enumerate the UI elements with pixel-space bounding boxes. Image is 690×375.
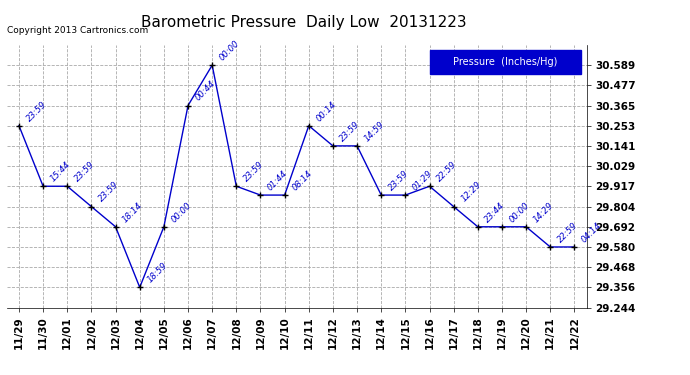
Text: 00:00: 00:00: [508, 200, 531, 224]
Text: 15:44: 15:44: [49, 160, 72, 183]
Text: Pressure  (Inches/Hg): Pressure (Inches/Hg): [453, 57, 558, 67]
Text: 23:59: 23:59: [73, 160, 97, 183]
Text: 23:44: 23:44: [484, 200, 507, 224]
Text: 14:29: 14:29: [532, 200, 555, 224]
Text: 23:59: 23:59: [97, 180, 121, 204]
Text: 23:59: 23:59: [387, 169, 411, 192]
Text: 22:59: 22:59: [556, 220, 580, 244]
Text: 23:59: 23:59: [25, 99, 48, 123]
Text: 01:44: 01:44: [266, 169, 290, 192]
Text: 00:00: 00:00: [170, 200, 193, 224]
Text: 04:14: 04:14: [580, 220, 604, 244]
Text: Copyright 2013 Cartronics.com: Copyright 2013 Cartronics.com: [7, 26, 148, 35]
Text: 14:59: 14:59: [363, 120, 386, 143]
Text: 23:59: 23:59: [339, 120, 362, 143]
Text: 18:59: 18:59: [146, 261, 169, 285]
Text: 00:44: 00:44: [194, 79, 217, 103]
Text: 01:29: 01:29: [411, 169, 435, 192]
Text: Barometric Pressure  Daily Low  20131223: Barometric Pressure Daily Low 20131223: [141, 15, 466, 30]
Text: 12:29: 12:29: [460, 180, 483, 204]
Text: 00:14: 00:14: [315, 99, 338, 123]
Text: 23:59: 23:59: [242, 160, 266, 183]
Text: 22:59: 22:59: [435, 160, 459, 183]
Text: 18:14: 18:14: [121, 200, 145, 224]
FancyBboxPatch shape: [430, 50, 581, 74]
Text: 08:14: 08:14: [290, 169, 314, 192]
Text: 00:00: 00:00: [218, 39, 241, 62]
